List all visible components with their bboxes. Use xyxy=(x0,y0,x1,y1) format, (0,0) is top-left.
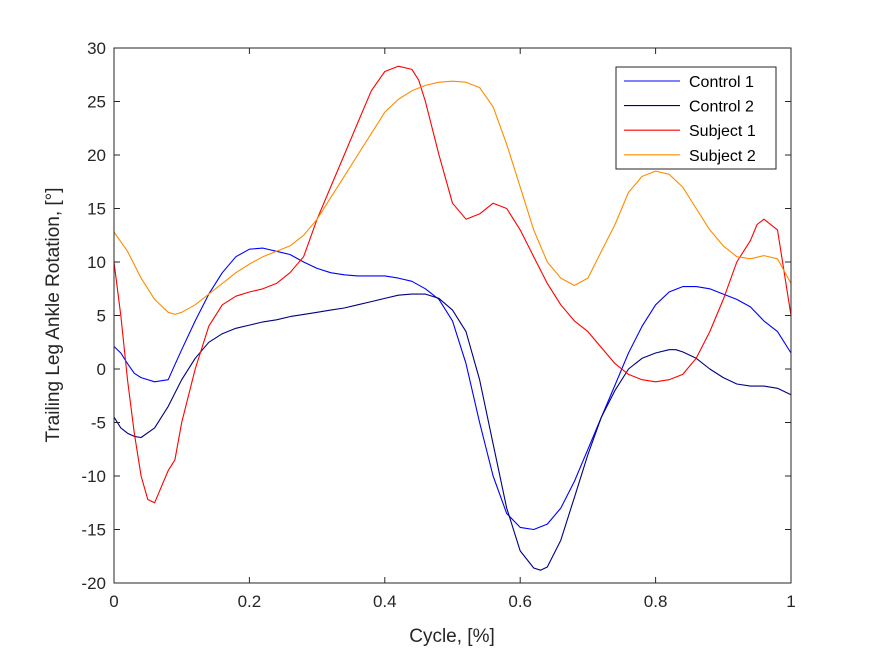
y-tick-label: 0 xyxy=(97,360,106,379)
legend-label: Subject 1 xyxy=(689,123,756,140)
y-axis: -20 -15 -10 -5 0 5 10 15 20 25 30 xyxy=(81,39,791,593)
x-tick-label: 0.8 xyxy=(644,592,668,611)
legend-label: Control 2 xyxy=(689,99,754,116)
x-tick-label: 0.4 xyxy=(373,592,397,611)
legend-box xyxy=(615,66,777,170)
y-tick-label: -15 xyxy=(81,521,106,540)
y-tick-label: -5 xyxy=(91,414,106,433)
series-line-3 xyxy=(113,65,792,504)
x-axis-label: Cycle, [%] xyxy=(409,626,495,647)
x-axis: 0 0.2 0.4 0.6 0.8 1 xyxy=(109,48,796,611)
x-tick-label: 0 xyxy=(109,592,118,611)
series-line-4 xyxy=(113,80,792,315)
x-tick-label: 0.6 xyxy=(508,592,532,611)
series-layer xyxy=(113,65,792,571)
y-tick-label: 25 xyxy=(87,93,106,112)
y-tick-label: -10 xyxy=(81,467,106,486)
x-tick-label: 1 xyxy=(786,592,795,611)
legend-label: Subject 2 xyxy=(689,148,756,165)
y-tick-label: 20 xyxy=(87,146,106,165)
x-tick-label: 0.2 xyxy=(238,592,262,611)
y-axis-label: Trailing Leg Ankle Rotation, [°] xyxy=(43,187,64,442)
series-line-1 xyxy=(113,247,792,531)
y-tick-label: 10 xyxy=(87,253,106,272)
legend: Control 1 Control 2 Subject 1 Subject 2 xyxy=(615,66,777,170)
y-tick-label: 15 xyxy=(87,200,106,219)
y-tick-label: -20 xyxy=(81,574,106,593)
y-tick-label: 5 xyxy=(97,307,106,326)
y-tick-label: 30 xyxy=(87,39,106,58)
series-line-2 xyxy=(113,293,792,571)
legend-label: Control 1 xyxy=(689,74,754,91)
